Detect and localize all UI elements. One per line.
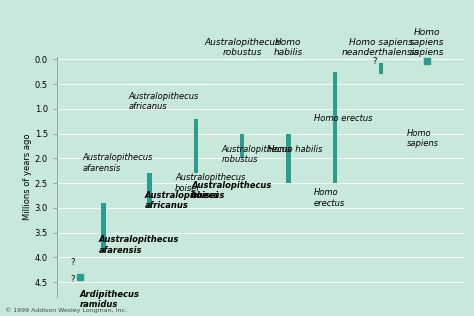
Text: Homo
sapiens
sapiens: Homo sapiens sapiens [410, 27, 445, 58]
Bar [332, 72, 337, 183]
Text: Australopithecus
robustus: Australopithecus robustus [204, 38, 280, 58]
Text: ?: ? [71, 258, 75, 267]
Bar [286, 134, 291, 183]
Text: Australopithecus
afarensis: Australopithecus afarensis [99, 235, 179, 255]
Bar [147, 173, 152, 208]
Bar [101, 203, 106, 252]
Text: © 1999 Addison Wesley Longman, Inc.: © 1999 Addison Wesley Longman, Inc. [5, 307, 127, 313]
Text: Australopithecus
robustus: Australopithecus robustus [221, 144, 292, 164]
Text: Australopithecus
africanus: Australopithecus africanus [128, 92, 199, 111]
Text: Homo
erectus: Homo erectus [314, 188, 345, 208]
Bar [193, 119, 198, 173]
Text: Homo habilis: Homo habilis [268, 144, 322, 154]
Y-axis label: Millions of years ago: Millions of years ago [23, 134, 32, 220]
Text: Homo
sapiens: Homo sapiens [407, 129, 438, 148]
Text: Australopithecus
boisei: Australopithecus boisei [191, 181, 272, 200]
Bar [379, 63, 383, 74]
Text: ?: ? [372, 57, 376, 66]
Text: Homo erectus: Homo erectus [314, 114, 373, 123]
Text: Australopithecus
boisei: Australopithecus boisei [175, 173, 246, 193]
Text: Ardipithecus
ramidus: Ardipithecus ramidus [80, 289, 140, 309]
Text: Homo
habilis: Homo habilis [274, 38, 303, 58]
Text: ?: ? [71, 275, 75, 284]
Text: Australopithecus
africanus: Australopithecus africanus [145, 191, 225, 210]
Text: Homo sapiens
neanderthalensis: Homo sapiens neanderthalensis [342, 38, 420, 58]
Bar [240, 134, 245, 158]
Text: Australopithecus
afarensis: Australopithecus afarensis [82, 154, 153, 173]
